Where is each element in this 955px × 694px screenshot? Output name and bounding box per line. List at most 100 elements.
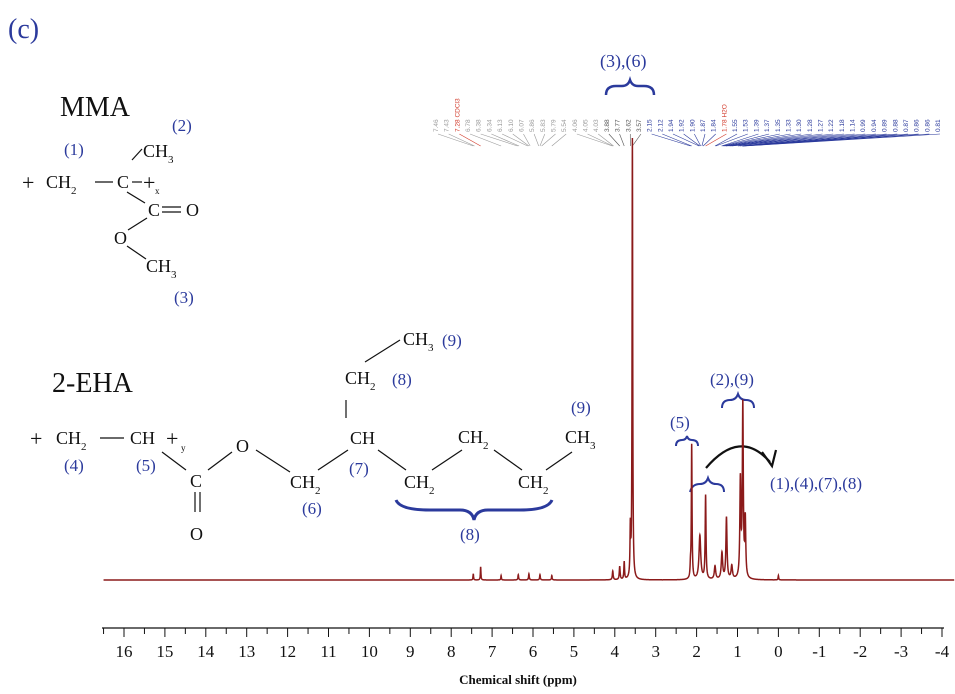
eha-label-8b: (8) xyxy=(460,525,480,544)
panel-label: (c) xyxy=(8,14,39,45)
peak-list-value: 2.15 xyxy=(647,119,654,132)
peak-list-value: 4.05 xyxy=(583,119,590,132)
peak-list-leader xyxy=(491,133,520,147)
peak-list-leader xyxy=(533,133,540,147)
eha-c-carbonyl: C xyxy=(190,471,202,491)
eha-name: 2-EHA xyxy=(52,368,134,399)
eha-label-5: (5) xyxy=(136,456,156,475)
peak-list-value: 1.84 xyxy=(711,119,718,132)
mma-bracket-left: + xyxy=(22,170,34,195)
x-tick-label: -1 xyxy=(812,642,826,661)
peak-list-value: 5.54 xyxy=(561,119,568,132)
peak-list-leader xyxy=(576,133,613,147)
eha-bracket-left: + xyxy=(30,426,42,451)
nmr-spectrum-line xyxy=(103,138,955,581)
peak-list-value: 0.89 xyxy=(882,119,889,132)
peak-list-value: 6.38 xyxy=(476,119,483,132)
eha-ch3-end: CH3 xyxy=(565,427,596,452)
arrow-head xyxy=(761,449,778,469)
mma-structure: MMA (2) (1) CH3 + CH2 C + x C O O CH3 (3… xyxy=(22,92,199,307)
x-tick-label: 7 xyxy=(488,642,497,661)
brace-2-9 xyxy=(721,390,755,409)
mma-o-double: O xyxy=(186,200,199,220)
peak-list-leader xyxy=(715,133,748,147)
mma-bracket-right: + xyxy=(143,170,155,195)
peak-list-value: 1.92 xyxy=(679,119,686,132)
peak-list-leader xyxy=(662,133,692,147)
peak-list-value: 1.78 H2O xyxy=(721,104,728,132)
peak-list-value: 1.22 xyxy=(828,119,835,132)
peak-list-value: 5.86 xyxy=(529,119,536,132)
peak-list-leader xyxy=(714,133,738,147)
peak-list-value: 1.33 xyxy=(785,119,792,132)
x-tick-label: -4 xyxy=(935,642,950,661)
peak-list-leader xyxy=(469,133,502,147)
eha-ch2-a: CH2 xyxy=(404,472,435,497)
peak-list-leader xyxy=(632,133,642,147)
peak-list-value: 1.28 xyxy=(807,119,814,132)
peak-list-leader xyxy=(512,133,530,147)
mma-label-2: (2) xyxy=(172,116,192,135)
peak-list-leader xyxy=(541,133,556,147)
mma-carbonyl-c: C xyxy=(148,200,160,220)
peak-list-leader xyxy=(705,133,727,147)
mma-c: C xyxy=(117,172,129,192)
peak-list-value: 5.83 xyxy=(540,119,547,132)
mma-label-1: (1) xyxy=(64,140,84,159)
peak-list-leader xyxy=(694,133,701,147)
peak-list-leader xyxy=(702,133,716,147)
eha-label-6: (6) xyxy=(302,499,322,518)
brace-8 xyxy=(394,499,554,521)
peak-list-leader xyxy=(651,133,691,147)
eha-label-7: (7) xyxy=(349,459,369,478)
peak-list-leader xyxy=(701,133,706,147)
peak-list-value: 0.81 xyxy=(935,119,942,132)
x-tick-label: 5 xyxy=(570,642,579,661)
peak-list-value: 1.55 xyxy=(732,119,739,132)
peak-list-value: 5.79 xyxy=(550,119,557,132)
peak-list-leader xyxy=(551,133,567,147)
x-tick-label: 16 xyxy=(116,642,133,661)
peak-list-value: 1.35 xyxy=(775,119,782,132)
x-tick-label: 13 xyxy=(238,642,255,661)
peak-list-value: 1.53 xyxy=(743,119,750,132)
peak-list-leader xyxy=(619,133,625,147)
x-tick-label: 1 xyxy=(733,642,742,661)
mma-ch3-top: CH3 xyxy=(143,141,174,166)
x-tick-label: 0 xyxy=(774,642,783,661)
peak-list-value: 7.28 CDCl3 xyxy=(454,98,461,132)
annot-5: (5) xyxy=(670,413,690,432)
x-tick-label: -3 xyxy=(894,642,908,661)
mma-o-ester: O xyxy=(114,228,127,248)
peak-list-leader xyxy=(598,133,614,147)
peak-list-value: 1.90 xyxy=(689,119,696,132)
x-tick-label: 3 xyxy=(651,642,660,661)
peak-list-leader xyxy=(745,133,941,147)
peak-list-value: 1.37 xyxy=(764,119,771,132)
peak-list-value: 0.94 xyxy=(871,119,878,132)
peak-list-value: 2.12 xyxy=(657,119,664,132)
peak-list-value: 0.99 xyxy=(860,119,867,132)
peak-annotations: (3),(6) (5) (2),(9) (1),(4),(7),(8) xyxy=(600,51,862,493)
peak-list: 7.46 7.43 7.28 CDCl3 6.78 6.38 6.34 6.13 6.10 6.… xyxy=(433,98,942,147)
eha-ch2-ethyl: CH2 xyxy=(345,368,376,393)
mma-label-3: (3) xyxy=(174,288,194,307)
x-tick-label: 2 xyxy=(692,642,701,661)
peak-list-leader xyxy=(722,133,770,147)
eha-ch2-ester: CH2 xyxy=(290,472,321,497)
peak-list-leader xyxy=(723,133,780,147)
peak-list-value: 0.86 xyxy=(914,119,921,132)
peak-list-leader xyxy=(523,133,531,147)
mma-x: x xyxy=(155,186,160,196)
eha-label-8a: (8) xyxy=(392,370,412,389)
peak-list-leader xyxy=(683,133,701,147)
eha-ch2-c: CH2 xyxy=(518,472,549,497)
peak-list-leader xyxy=(723,133,791,147)
curved-arrow xyxy=(705,445,771,469)
peak-list-leader xyxy=(726,133,823,147)
peak-list-leader xyxy=(587,133,613,147)
peak-list-leader xyxy=(448,133,475,147)
peak-list-value: 6.78 xyxy=(465,119,472,132)
eha-ch3-ethyl: CH3 xyxy=(403,329,434,354)
